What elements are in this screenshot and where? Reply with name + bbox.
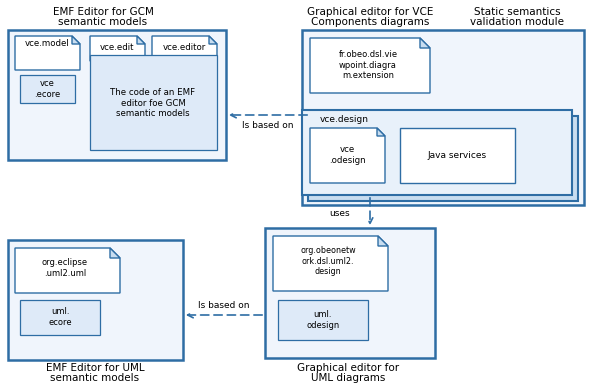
Text: Is based on: Is based on [242,120,294,130]
Polygon shape [310,128,385,183]
Bar [8,240,183,360]
Text: Java services: Java services [428,151,486,159]
Polygon shape [310,38,430,93]
Text: vce.design: vce.design [320,115,369,125]
Bar [20,300,100,335]
Bar [308,116,578,201]
Text: org.eclipse
.uml2.uml: org.eclipse .uml2.uml [42,258,88,278]
Text: Graphical editor for: Graphical editor for [297,363,399,373]
Polygon shape [209,36,217,44]
Bar [20,75,75,103]
Text: uml.
ecore: uml. ecore [48,307,72,327]
Text: vce.model: vce.model [24,38,69,48]
Text: Static semantics: Static semantics [473,7,560,17]
Text: fr.obeo.dsl.vie
wpoint.diagra
m.extension: fr.obeo.dsl.vie wpoint.diagra m.extensio… [339,50,397,80]
Text: vce
.odesign: vce .odesign [328,145,365,165]
Bar [302,30,584,205]
Polygon shape [377,128,385,136]
Text: org.obeonetw
ork.dsl.uml2.
design: org.obeonetw ork.dsl.uml2. design [300,246,356,276]
Polygon shape [378,236,388,246]
Polygon shape [15,36,80,70]
Bar [265,228,435,358]
Bar [8,30,226,160]
Bar [278,300,368,340]
Text: uml.
odesign: uml. odesign [307,310,340,330]
Text: EMF Editor for GCM: EMF Editor for GCM [52,7,153,17]
Text: vce
.ecore: vce .ecore [34,79,60,99]
Text: validation module: validation module [470,17,564,27]
Bar [400,128,515,183]
Polygon shape [137,36,145,44]
Bar [302,110,572,195]
Text: vce.editor: vce.editor [162,43,206,51]
Text: semantic models: semantic models [50,373,140,383]
Text: The code of an EMF
editor foe GCM
semantic models: The code of an EMF editor foe GCM semant… [110,88,195,118]
Text: Graphical editor for VCE: Graphical editor for VCE [307,7,433,17]
Text: Components diagrams: Components diagrams [311,17,429,27]
Bar [90,55,217,150]
Polygon shape [15,248,120,293]
Text: EMF Editor for UML: EMF Editor for UML [46,363,144,373]
Polygon shape [72,36,80,44]
Polygon shape [420,38,430,48]
Text: UML diagrams: UML diagrams [311,373,385,383]
Polygon shape [273,236,388,291]
Polygon shape [110,248,120,258]
Polygon shape [90,36,145,61]
Text: vce.edit: vce.edit [100,43,134,51]
Text: Is based on: Is based on [198,300,249,310]
Text: uses: uses [330,209,350,217]
Polygon shape [152,36,217,61]
Text: semantic models: semantic models [58,17,147,27]
